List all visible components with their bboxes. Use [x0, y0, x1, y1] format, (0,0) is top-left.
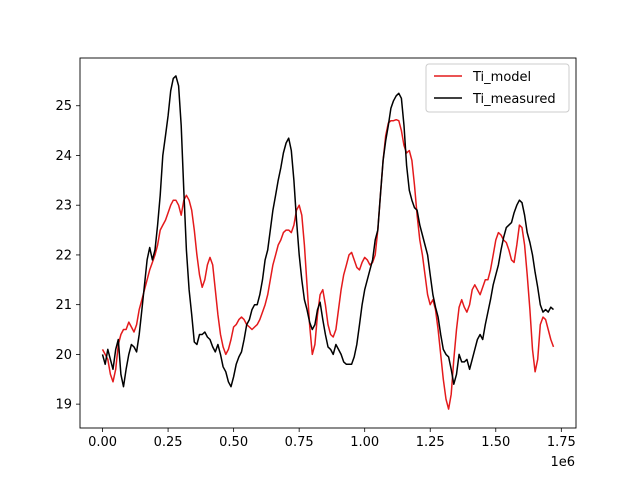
legend-label-ti-measured: Ti_measured: [472, 92, 556, 107]
x-tick-label: 0.25: [154, 435, 183, 450]
y-tick-label: 24: [55, 149, 72, 164]
x-tick-label: 0.00: [88, 435, 117, 450]
y-axis: 19 20 21 22 23 24 25: [55, 99, 80, 413]
x-axis-offset-label: 1e6: [550, 455, 575, 470]
x-axis: 0.00 0.25 0.50 0.75 1.00 1.25 1.50 1.75: [88, 428, 576, 450]
x-tick-label: 1.25: [416, 435, 445, 450]
lines-layer: [101, 75, 555, 410]
x-tick-label: 1.00: [350, 435, 379, 450]
plot-frame: [79, 57, 577, 429]
y-tick-label: 20: [55, 348, 72, 363]
x-tick-label: 1.75: [547, 435, 576, 450]
x-tick-label: 0.75: [285, 435, 314, 450]
x-tick-label: 1.50: [481, 435, 510, 450]
y-tick-label: 21: [55, 298, 72, 313]
y-tick-label: 23: [55, 199, 72, 214]
y-tick-label: 25: [55, 99, 72, 114]
legend: Ti_model Ti_measured: [425, 63, 570, 113]
series-line-ti-model: [101, 118, 555, 410]
series-line-ti-measured: [101, 75, 554, 388]
legend-label-ti-model: Ti_model: [472, 70, 531, 85]
y-tick-label: 22: [55, 248, 72, 263]
x-tick-label: 0.50: [219, 435, 248, 450]
y-tick-label: 19: [55, 398, 72, 413]
